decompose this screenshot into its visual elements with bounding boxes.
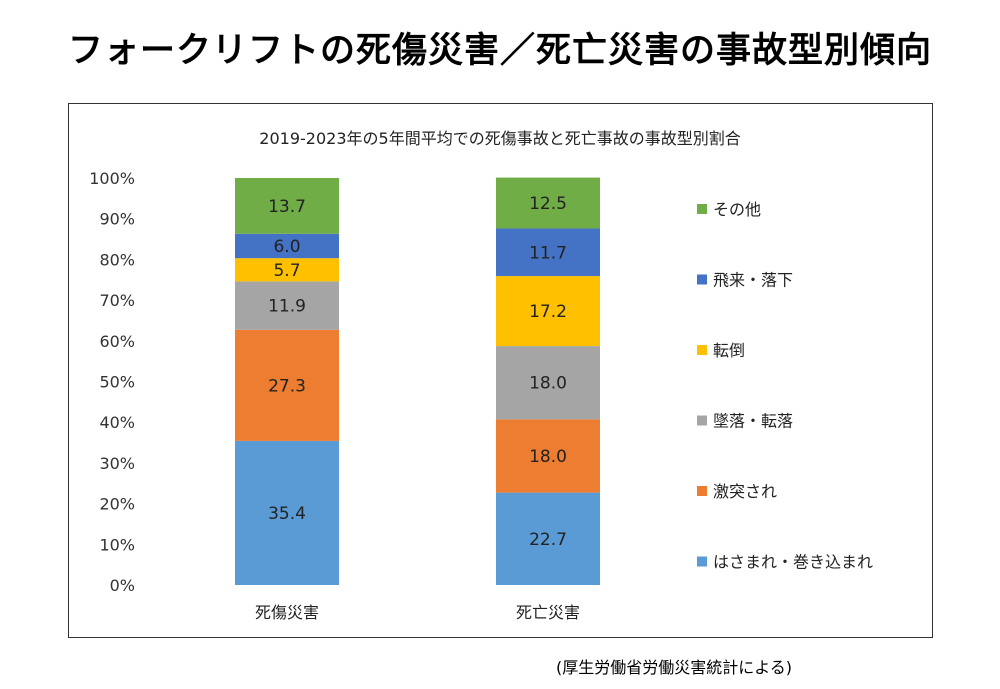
legend-label: 墜落・転落 — [713, 412, 793, 431]
legend-label: はさまれ・巻き込まれ — [713, 553, 873, 572]
chart-title: 2019-2023年の5年間平均での死傷事故と死亡事故の事故型別割合 — [259, 129, 740, 148]
bar-segment — [496, 276, 600, 347]
x-category-label: 死傷災害 — [255, 603, 319, 622]
y-tick-label: 60% — [99, 332, 135, 351]
legend-label: 飛来・落下 — [713, 271, 793, 290]
data-label: 5.7 — [273, 261, 300, 281]
legend-label: その他 — [713, 200, 761, 219]
legend-swatch — [697, 486, 707, 496]
data-label: 27.3 — [268, 376, 306, 396]
legend-swatch — [697, 345, 707, 355]
y-tick-label: 90% — [99, 210, 135, 229]
page-title: フォークリフトの死傷災害／死亡災害の事故型別傾向 — [67, 31, 932, 71]
data-label: 11.9 — [268, 297, 306, 317]
data-label: 13.7 — [268, 197, 306, 217]
y-tick-label: 50% — [99, 373, 135, 392]
source-note: (厚生労働省労働災害統計による) — [556, 658, 793, 677]
legend-swatch — [697, 274, 707, 285]
y-tick-label: 10% — [99, 535, 135, 554]
legend-swatch — [697, 556, 707, 567]
data-label: 22.7 — [529, 530, 567, 550]
bar-segment — [496, 419, 600, 493]
bar-segment — [496, 346, 600, 420]
data-label: 6.0 — [273, 237, 300, 257]
bar-segment — [496, 228, 600, 277]
legend-swatch — [697, 415, 707, 426]
data-label: 35.4 — [268, 504, 306, 524]
stacked-bar-chart: 2019-2023年の5年間平均での死傷事故と死亡事故の事故型別割合 0% 10% 2… — [89, 129, 873, 622]
data-label: 17.2 — [529, 302, 567, 322]
x-category-label: 死亡災害 — [516, 603, 580, 622]
bar-segment — [235, 258, 339, 282]
data-label: 11.7 — [529, 243, 567, 263]
legend-label: 転倒 — [713, 341, 745, 360]
data-label: 18.0 — [529, 374, 567, 394]
data-label: 12.5 — [529, 194, 567, 214]
bar-segment — [235, 329, 339, 441]
y-tick-label: 0% — [110, 576, 135, 595]
bar-segment — [235, 178, 339, 234]
bar-segment — [235, 233, 339, 259]
y-tick-label: 80% — [99, 250, 135, 269]
y-tick-label: 30% — [99, 454, 135, 473]
bar-segment — [496, 177, 600, 229]
y-tick-label: 40% — [99, 413, 135, 432]
y-tick-label: 100% — [89, 169, 135, 188]
chart-frame: 2019-2023年の5年間平均での死傷事故と死亡事故の事故型別割合 0% 10% 2… — [68, 103, 933, 638]
data-label: 18.0 — [529, 447, 567, 467]
bar-segment — [235, 281, 339, 330]
bar-segment — [496, 492, 600, 585]
legend-label: 激突され — [713, 482, 777, 501]
y-tick-label: 70% — [99, 291, 135, 310]
legend-swatch — [697, 204, 707, 214]
y-tick-label: 20% — [99, 495, 135, 514]
bar-segment — [235, 440, 339, 585]
